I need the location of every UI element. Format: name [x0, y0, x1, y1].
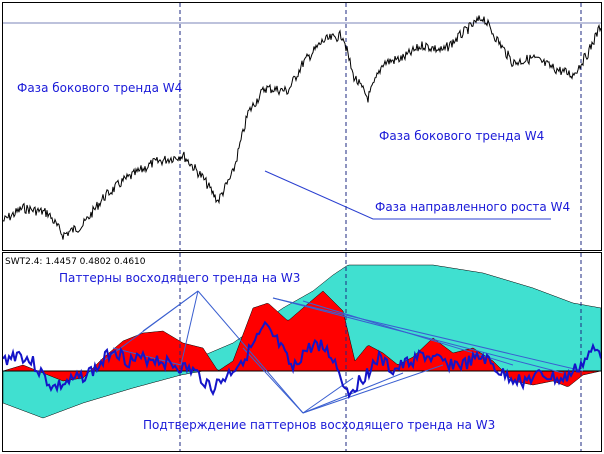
annotation-w4-sideways-right: Фаза бокового тренда W4 [379, 129, 545, 143]
pattern-lines [102, 290, 584, 414]
price-chart-canvas [3, 3, 601, 250]
annotation-w4-sideways-left: Фаза бокового тренда W4 [17, 81, 183, 95]
price-chart-panel[interactable]: Фаза бокового тренда W4 Фаза бокового тр… [2, 2, 602, 251]
pattern-line-5 [302, 372, 404, 414]
pattern-line-4 [302, 377, 354, 414]
pattern-line-9 [272, 297, 584, 372]
indicator-label: SWT2.4: 1.4457 0.4802 0.4610 [5, 257, 146, 267]
pattern-line-8 [272, 297, 564, 374]
annotation-w4-directional-growth: Фаза направленного роста W4 [375, 200, 571, 214]
pattern-line-3 [197, 290, 304, 414]
pattern-line-11 [180, 290, 199, 366]
annotation-w3-patterns: Паттерны восходящего тренда на W3 [59, 271, 301, 285]
pattern-line-6 [302, 364, 444, 414]
indicator-signal-line [3, 320, 601, 400]
annotation-pointer-line [264, 170, 551, 220]
indicator-cloud-lower [3, 370, 233, 419]
pattern-line-2 [142, 290, 199, 332]
indicator-panel[interactable]: SWT2.4: 1.4457 0.4802 0.4610 Паттерны во… [2, 252, 602, 452]
price-line [3, 15, 601, 240]
pattern-line-7 [242, 347, 304, 414]
indicator-canvas [3, 253, 601, 451]
annotation-w3-confirmation: Подтверждение паттернов восходящего трен… [143, 418, 496, 432]
